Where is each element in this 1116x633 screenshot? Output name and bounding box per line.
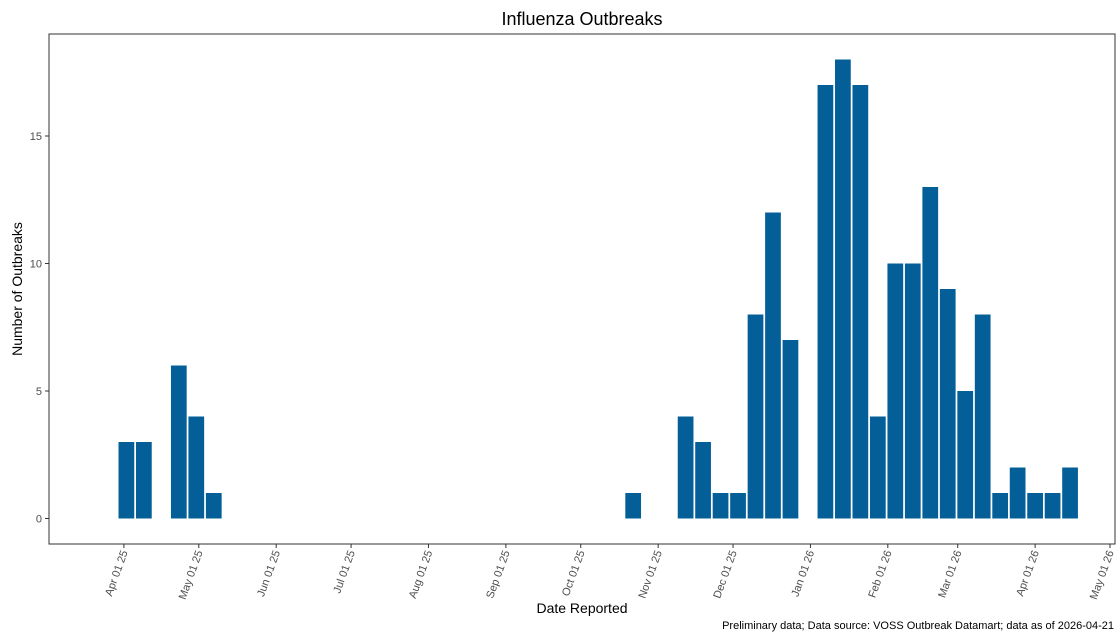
y-axis-title: Number of Outbreaks (9, 222, 25, 356)
y-tick-label: 0 (36, 514, 42, 526)
bar (188, 416, 205, 519)
bar (869, 416, 886, 519)
bar (992, 493, 1009, 519)
bar (939, 289, 956, 519)
bar (136, 442, 152, 519)
x-tick-label: Feb 01 26 (866, 549, 894, 600)
y-tick-label: 15 (30, 131, 42, 143)
bar (712, 493, 729, 519)
bar (782, 340, 799, 519)
x-tick-label: Jul 01 25 (331, 549, 358, 595)
bar (835, 59, 851, 519)
x-tick-label: May 01 25 (177, 549, 206, 601)
bar (1009, 467, 1026, 519)
x-tick-label: Apr 01 26 (1014, 549, 1042, 598)
x-tick-label: Apr 01 25 (103, 549, 131, 598)
bar-group (118, 59, 1078, 519)
bar (904, 263, 921, 519)
bar (974, 314, 991, 519)
bar (957, 391, 974, 519)
bar (677, 416, 694, 519)
x-tick-label: Jun 01 25 (255, 549, 283, 599)
y-tick-label: 5 (36, 386, 42, 398)
x-tick-label: Oct 01 25 (560, 549, 588, 598)
bar (625, 493, 642, 519)
chart-title: Influenza Outbreaks (501, 9, 662, 29)
bar (170, 365, 187, 519)
x-tick-label: Nov 01 25 (636, 549, 664, 600)
bar (852, 85, 869, 519)
x-tick-label: Mar 01 26 (936, 549, 964, 600)
bar (817, 85, 834, 519)
bar (695, 442, 711, 519)
bar (118, 442, 135, 519)
bar (1027, 493, 1043, 519)
x-tick-label: Aug 01 25 (407, 549, 435, 600)
bar (730, 493, 746, 519)
x-tick-label: Sep 01 25 (484, 549, 512, 600)
bar (1044, 493, 1061, 519)
y-tick-label: 10 (30, 259, 42, 271)
plot-panel (48, 33, 1116, 545)
bar (205, 493, 222, 519)
x-tick-label: Dec 01 25 (711, 549, 739, 600)
bar (1062, 467, 1078, 519)
x-tick-label: May 01 26 (1088, 549, 1116, 601)
x-axis: Apr 01 25 May 01 25 Jun 01 25 Jul 01 25 Aug … (103, 544, 1116, 601)
x-tick-label: Jan 01 26 (789, 549, 817, 599)
bar (765, 212, 781, 519)
chart-caption: Preliminary data; Data source: VOSS Outb… (722, 620, 1114, 632)
x-axis-title: Date Reported (536, 600, 627, 616)
bar (922, 187, 939, 519)
y-axis: 0 5 10 15 (30, 131, 49, 526)
bar (747, 314, 764, 519)
bar (887, 263, 904, 519)
